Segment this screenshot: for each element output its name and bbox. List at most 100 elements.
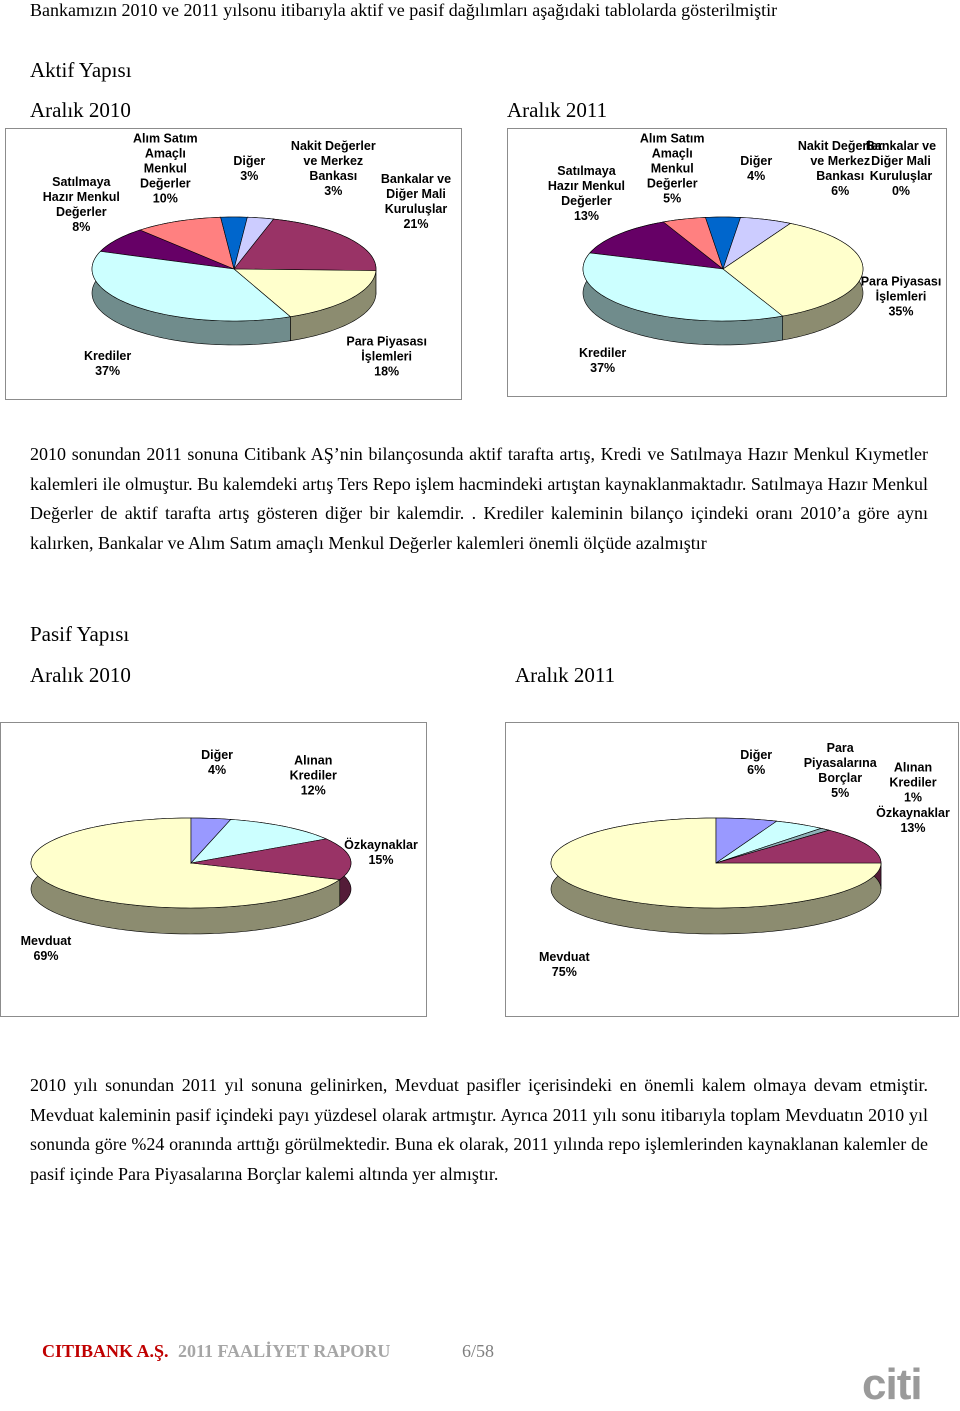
logo: citi (862, 1360, 923, 1409)
pie-label: Diğer 3% (206, 154, 292, 184)
pie-chart: Mevduat 69% Diğer 4% Alınan Krediler 12% Özkay… (0, 722, 427, 1017)
slice-name: Diğer (201, 748, 234, 762)
pie-label: Krediler 37% (560, 346, 646, 376)
slice-value: 37% (95, 364, 121, 378)
slice-value: 69% (33, 949, 59, 964)
pie-slice (715, 820, 823, 864)
pie-label: Diğer 6% (713, 748, 799, 778)
slice-value: 6% (747, 763, 766, 777)
pie-slice (220, 216, 248, 270)
paragraph: 2010 sonundan 2011 sonuna Citibank AŞ’ni… (30, 444, 928, 553)
slice-value: 10% (152, 191, 178, 206)
slice-value: 1% (903, 790, 923, 805)
pie-label: Para Piyasalarına Borçlar 5% (797, 741, 883, 801)
pie-slice (233, 268, 377, 318)
pie-slice (582, 252, 784, 322)
pie-label: Krediler 37% (65, 349, 151, 379)
slice-value: 8% (72, 219, 91, 234)
pie-slice (139, 216, 235, 270)
slice-name: Alınan Krediler (889, 760, 937, 790)
slice-name: Alınan Krediler (289, 753, 337, 783)
slice-name: Satılmaya Hazır Menkul Değerler (42, 174, 120, 219)
footer-report: 2011 FAALİYET RAPORU (178, 1341, 391, 1361)
paragraph: 2010 yılı sonundan 2011 yıl sonuna gelin… (30, 1075, 928, 1184)
slice-value: 0% (891, 184, 911, 199)
pie-slices (30, 817, 352, 909)
pie-label: Para Piyasası İşlemleri 18% (344, 335, 430, 380)
slice-name: Diğer (740, 154, 773, 168)
slice-value: 5% (663, 191, 682, 206)
slice-name: Mevduat (538, 949, 590, 964)
slice-value: 21% (403, 216, 429, 231)
slice-value: 3% (240, 169, 259, 183)
slice-name: Krediler (579, 346, 627, 360)
slice-name: Para Piyasalarına Borçlar (803, 740, 877, 785)
pie-chart: Satılmaya Hazır Menkul Değerler 13% Alım S… (507, 128, 947, 397)
pie-plot (91, 216, 377, 346)
slice-value: 15% (368, 852, 394, 867)
pie-plot (550, 817, 882, 935)
section-heading: Aktif Yapısı (30, 58, 132, 82)
pie-label: Özkaynaklar 15% (338, 838, 424, 868)
slice-name: Para Piyasası İşlemleri (860, 274, 942, 304)
pie-label: Satılmaya Hazır Menkul Değerler 13% (543, 164, 629, 224)
page-number: 6/58 (462, 1341, 495, 1361)
pie-slice (91, 251, 292, 322)
pie-label: Mevduat 69% (3, 934, 89, 964)
pie-label: Alım Satım Amaçlı Menkul Değerler 10% (122, 132, 208, 207)
pie-slice (30, 817, 341, 909)
slice-value: 37% (590, 361, 616, 375)
slice-value: 4% (208, 763, 227, 777)
pie-slice (190, 819, 328, 864)
pie-label: Alınan Krediler 12% (270, 754, 356, 799)
pie-label: Para Piyasası İşlemleri 35% (858, 274, 944, 319)
pie-label: Satılmaya Hazır Menkul Değerler 8% (38, 175, 124, 235)
pie-slices (550, 817, 882, 909)
chart-title: Aralık 2011 (507, 98, 608, 122)
pie-slice (715, 829, 882, 864)
chart-title: Aralık 2010 (30, 98, 131, 122)
pie-label: Nakit Değerler ve Merkez Bankası 3% (290, 139, 376, 199)
slice-value: 35% (888, 304, 914, 319)
footer-company: CITIBANK A.Ş. (42, 1341, 169, 1361)
pie-label: Nakit Değerler ve Merkez Bankası 6% (797, 139, 883, 199)
pie-label: Mevduat 75% (521, 950, 607, 980)
slice-name: Alım Satım Amaçlı Menkul Değerler (639, 131, 705, 191)
slice-name: Diğer (233, 154, 266, 168)
pie-slice (190, 838, 352, 880)
pie-slice (550, 817, 882, 909)
slice-name: Nakit Değerler ve Merkez Bankası (290, 139, 376, 183)
slice-name: Özkaynaklar (876, 805, 950, 820)
pie-slice (722, 217, 792, 270)
pie-chart: Satılmaya Hazır Menkul Değerler 8% Alım Sa… (5, 128, 462, 400)
slice-value: 6% (831, 184, 850, 198)
slice-name: Bankalar ve Diğer Mali Kuruluşlar (865, 139, 937, 184)
slice-name: Alım Satım Amaçlı Menkul Değerler (133, 131, 198, 191)
slice-name: Krediler (84, 349, 132, 363)
pie-slice (662, 217, 724, 270)
pie-label: Alınan Krediler 1% (870, 760, 956, 805)
pie-slices (582, 216, 864, 322)
slice-value: 3% (324, 184, 343, 198)
pie-slices (91, 216, 377, 322)
pie-label: Diğer 4% (713, 154, 799, 184)
pie-slice (705, 216, 741, 270)
pie-chart: Mevduat 75% Diğer 6% Para Piyasalarına Borçl… (505, 722, 959, 1017)
slice-name: Bankalar ve Diğer Mali Kuruluşlar (380, 171, 452, 216)
pie-label: Alım Satım Amaçlı Menkul Değerler 5% (629, 132, 715, 207)
chart-title: Aralık 2010 (30, 663, 131, 687)
slice-name: Diğer (740, 748, 773, 762)
pie-label: Özkaynaklar 13% (870, 806, 956, 836)
slice-value: 18% (374, 364, 400, 379)
intro: Bankamızın 2010 ve 2011 yılsonu itibarıy… (30, 0, 778, 20)
slice-value: 13% (573, 208, 599, 223)
slice-value: 5% (831, 785, 850, 800)
pie-plot (582, 216, 864, 346)
pie-label: Bankalar ve Diğer Mali Kuruluşlar 21% (373, 172, 459, 232)
pie-slice (233, 218, 377, 271)
slice-name: Satılmaya Hazır Menkul Değerler (547, 163, 626, 208)
slice-name: Para Piyasası İşlemleri (346, 334, 427, 364)
slice-value: 4% (747, 169, 766, 183)
